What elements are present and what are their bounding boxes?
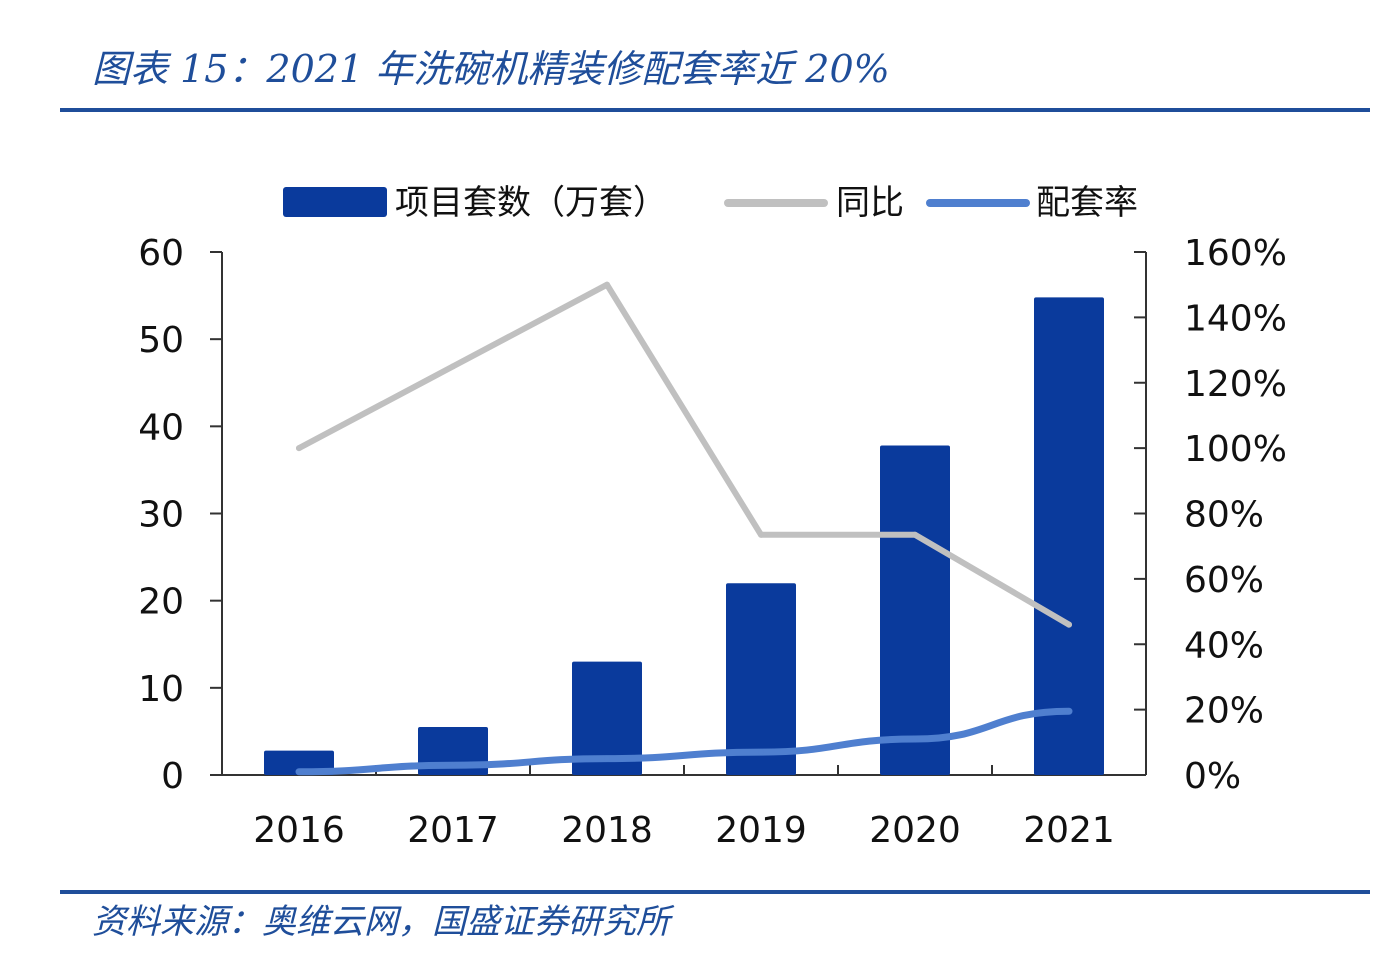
left-axis-tick-label: 10 [138,669,184,710]
x-axis-labels: 2016 2017 2018 2019 2020 2021 [253,810,1115,851]
line-series [295,281,1073,776]
yoy-point-2019 [758,531,764,538]
ratio-point-2017 [450,762,456,769]
legend-label-bars: 项目套数（万套） [395,183,667,223]
bar-series [264,297,1104,775]
ratio-line [295,707,1073,776]
chart-title: 图表 15：2021 年洗碗机精装修配套率近 20% [92,47,890,91]
legend: 项目套数（万套） 同比 配套率 [283,183,1138,223]
x-axis-label-2019: 2019 [715,810,807,851]
yoy-line [296,281,1072,628]
source-note: 资料来源：奥维云网，国盛证券研究所 [92,902,670,942]
yoy-point-2016 [296,445,302,452]
yoy-point-2017 [450,363,456,370]
right-axis-tick-label: 160% [1184,233,1287,274]
top-divider [60,108,1370,112]
bar-2020 [880,445,950,775]
left-axis-tick-label: 60 [138,233,184,274]
right-axis-tick-label: 100% [1184,429,1287,470]
bar-2018 [572,661,642,775]
x-axis-label-2020: 2020 [869,810,961,851]
right-axis-tick-label: 0% [1184,756,1241,797]
yoy-point-2021 [1066,621,1072,628]
bar-2021 [1034,297,1104,775]
yoy-point-2018 [604,281,610,288]
bar-2019 [726,583,796,775]
bottom-divider [60,890,1370,894]
ratio-point-2018 [604,755,610,762]
left-axis-tick-label: 40 [138,407,184,448]
x-axis-label-2016: 2016 [253,810,345,851]
left-axis-tick-label: 30 [138,495,184,536]
ratio-point-2020 [912,736,918,743]
x-axis-label-2018: 2018 [561,810,653,851]
x-axis-label-2017: 2017 [407,810,499,851]
right-axis-tick-label: 80% [1184,495,1264,536]
right-axis-tick-label: 140% [1184,298,1287,339]
right-axis-tick-label: 60% [1184,560,1264,601]
legend-swatch-bars [283,187,387,217]
right-axis-tick-label: 40% [1184,625,1264,666]
ratio-point-2016 [296,768,302,775]
right-axis-tick-label: 120% [1184,364,1287,405]
x-axis-label-2021: 2021 [1023,810,1115,851]
left-axis-tick-label: 0 [161,756,184,797]
axes: 0 10 20 30 40 50 60 0% 20% 40% 60% 80% 100% 120% 140% 1… [138,233,1287,797]
legend-label-yoy: 同比 [836,183,904,223]
ratio-point-2019 [758,749,764,756]
legend-label-ratio: 配套率 [1036,183,1138,223]
chart-area: 项目套数（万套） 同比 配套率 0 10 20 30 40 50 60 0% 20% 40% 60% 80… [138,183,1287,851]
ratio-point-2021 [1066,708,1072,715]
yoy-point-2020 [912,531,918,538]
left-axis-tick-label: 20 [138,582,184,623]
left-axis-tick-label: 50 [138,320,184,361]
right-axis-tick-label: 20% [1184,691,1264,732]
